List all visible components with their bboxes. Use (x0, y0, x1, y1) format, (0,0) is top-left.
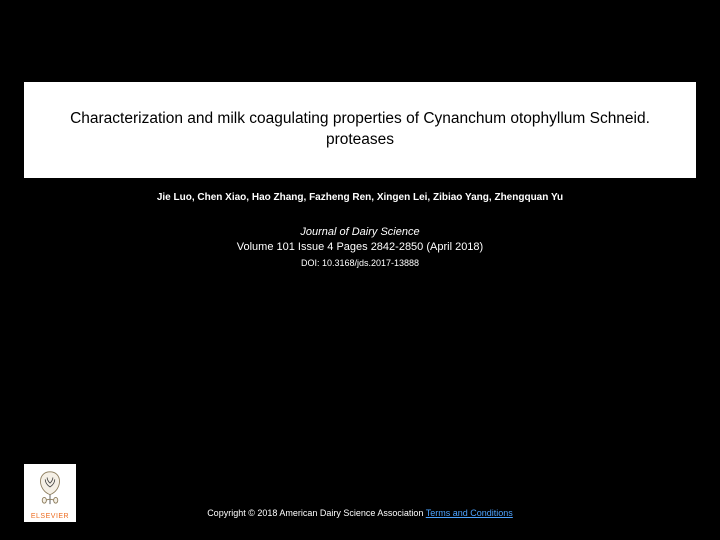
title-panel: Characterization and milk coagulating pr… (24, 82, 696, 178)
copyright-text: Copyright © 2018 American Dairy Science … (207, 508, 426, 518)
journal-name: Journal of Dairy Science (0, 225, 720, 240)
copyright-line: Copyright © 2018 American Dairy Science … (0, 508, 720, 518)
terms-link[interactable]: Terms and Conditions (426, 508, 513, 518)
authors-line: Jie Luo, Chen Xiao, Hao Zhang, Fazheng R… (0, 192, 720, 203)
article-title: Characterization and milk coagulating pr… (44, 109, 676, 151)
journal-block: Journal of Dairy Science Volume 101 Issu… (0, 225, 720, 270)
volume-line: Volume 101 Issue 4 Pages 2842-2850 (Apri… (0, 240, 720, 255)
doi-line: DOI: 10.3168/jds.2017-13888 (0, 256, 720, 270)
elsevier-tree-icon (31, 468, 69, 506)
